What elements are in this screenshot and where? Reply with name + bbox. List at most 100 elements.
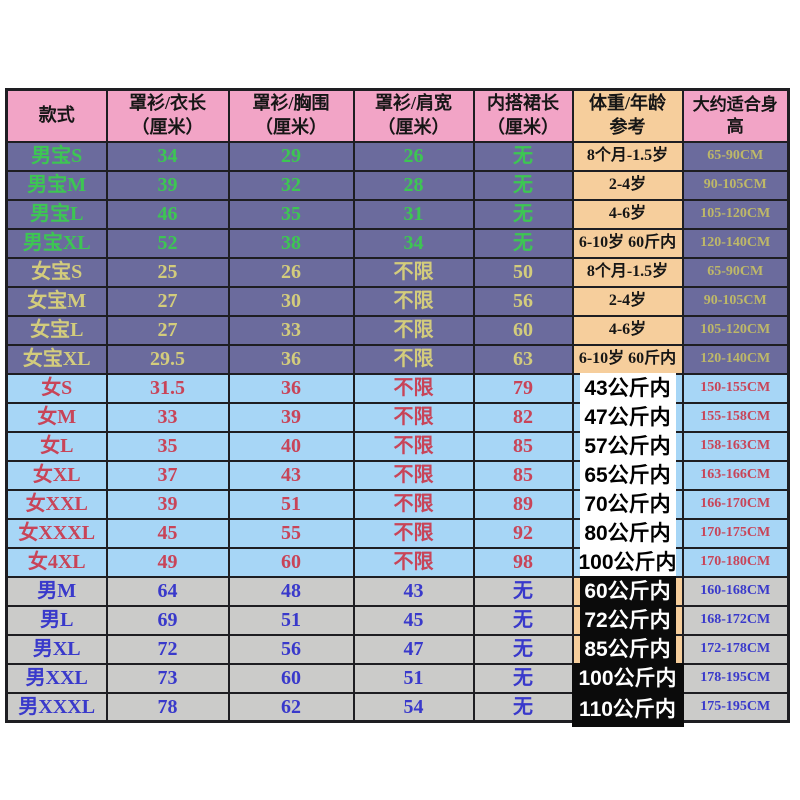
cell-coat-length: 39	[105, 169, 230, 201]
cell-height: 65-90CM	[681, 140, 790, 172]
cell-height: 178-195CM	[681, 662, 790, 694]
cell-style: 女4XL	[5, 546, 108, 578]
cell-skirt-length: 无	[472, 198, 574, 230]
table-row: 女宝L 27 33 不限 60 4-6岁 105-120CM	[5, 314, 790, 346]
cell-height: 163-166CM	[681, 459, 790, 491]
cell-shoulder: 不限	[352, 430, 475, 462]
size-chart-table: 款式 罩衫/衣长 （厘米） 罩衫/胸围 （厘米） 罩衫/肩宽 （厘米） 内搭裙长 （厘米…	[5, 88, 790, 727]
cell-chest: 32	[227, 169, 355, 201]
cell-coat-length: 27	[105, 314, 230, 346]
cell-coat-length: 52	[105, 227, 230, 259]
cell-skirt-length: 无	[472, 169, 574, 201]
table-row: 男宝S 34 29 26 无 8个月-1.5岁 65-90CM	[5, 140, 790, 172]
column-header-weight-age: 体重/年龄 参考	[571, 88, 684, 143]
cell-chest: 40	[227, 430, 355, 462]
weight-sticker: 43公斤内	[579, 372, 676, 404]
cell-shoulder: 34	[352, 227, 475, 259]
cell-chest: 55	[227, 517, 355, 549]
table-row: 男M 64 48 43 无 60公斤内 160-168CM	[5, 575, 790, 607]
cell-style: 男宝L	[5, 198, 108, 230]
cell-shoulder: 不限	[352, 256, 475, 288]
cell-chest: 51	[227, 488, 355, 520]
cell-coat-length: 27	[105, 285, 230, 317]
cell-skirt-length: 85	[472, 430, 574, 462]
cell-skirt-length: 无	[472, 604, 574, 636]
cell-chest: 39	[227, 401, 355, 433]
table-row: 女XXXL 45 55 不限 92 80公斤内 170-175CM	[5, 517, 790, 549]
cell-chest: 56	[227, 633, 355, 665]
cell-skirt-length: 无	[472, 691, 574, 723]
cell-skirt-length: 50	[472, 256, 574, 288]
table-header: 款式 罩衫/衣长 （厘米） 罩衫/胸围 （厘米） 罩衫/肩宽 （厘米） 内搭裙长 （厘米…	[5, 88, 790, 143]
column-header-style: 款式	[5, 88, 108, 143]
cell-height: 90-105CM	[681, 285, 790, 317]
table-row: 女M 33 39 不限 82 47公斤内 155-158CM	[5, 401, 790, 433]
cell-style: 女宝M	[5, 285, 108, 317]
cell-style: 男宝M	[5, 169, 108, 201]
cell-coat-length: 69	[105, 604, 230, 636]
cell-shoulder: 45	[352, 604, 475, 636]
cell-height: 90-105CM	[681, 169, 790, 201]
cell-style: 女宝L	[5, 314, 108, 346]
cell-shoulder: 不限	[352, 314, 475, 346]
cell-weight-age: 100公斤内	[571, 662, 684, 694]
cell-coat-length: 29.5	[105, 343, 230, 375]
cell-style: 男M	[5, 575, 108, 607]
cell-shoulder: 31	[352, 198, 475, 230]
cell-coat-length: 78	[105, 691, 230, 723]
cell-shoulder: 不限	[352, 488, 475, 520]
cell-height: 150-155CM	[681, 372, 790, 404]
cell-skirt-length: 无	[472, 575, 574, 607]
cell-skirt-length: 63	[472, 343, 574, 375]
cell-height: 175-195CM	[681, 691, 790, 723]
cell-style: 女S	[5, 372, 108, 404]
cell-skirt-length: 82	[472, 401, 574, 433]
cell-chest: 62	[227, 691, 355, 723]
cell-weight-age: 60公斤内	[571, 575, 684, 607]
cell-style: 男XL	[5, 633, 108, 665]
cell-height: 160-168CM	[681, 575, 790, 607]
cell-style: 男XXL	[5, 662, 108, 694]
table-row: 女S 31.5 36 不限 79 43公斤内 150-155CM	[5, 372, 790, 404]
column-header-skirt-length: 内搭裙长 （厘米）	[472, 88, 574, 143]
cell-weight-age: 4-6岁	[571, 198, 684, 230]
cell-coat-length: 64	[105, 575, 230, 607]
cell-shoulder: 不限	[352, 401, 475, 433]
cell-height: 172-178CM	[681, 633, 790, 665]
cell-shoulder: 不限	[352, 459, 475, 491]
cell-weight-age: 6-10岁 60斤内	[571, 343, 684, 375]
weight-sticker: 100公斤内	[578, 546, 677, 578]
cell-chest: 48	[227, 575, 355, 607]
cell-weight-age: 6-10岁 60斤内	[571, 227, 684, 259]
table-row: 女XL 37 43 不限 85 65公斤内 163-166CM	[5, 459, 790, 491]
column-header-coat-length: 罩衫/衣长 （厘米）	[105, 88, 230, 143]
cell-height: 155-158CM	[681, 401, 790, 433]
cell-style: 男宝S	[5, 140, 108, 172]
cell-shoulder: 54	[352, 691, 475, 723]
cell-weight-age: 85公斤内	[571, 633, 684, 665]
table-row: 男宝XL 52 38 34 无 6-10岁 60斤内 120-140CM	[5, 227, 790, 259]
cell-weight-age: 4-6岁	[571, 314, 684, 346]
cell-coat-length: 35	[105, 430, 230, 462]
cell-coat-length: 25	[105, 256, 230, 288]
table-body: 男宝S 34 29 26 无 8个月-1.5岁 65-90CM 男宝M 39 32 28 无 2-4岁 9…	[5, 140, 790, 727]
cell-height: 105-120CM	[681, 198, 790, 230]
weight-sticker: 57公斤内	[579, 430, 676, 462]
header-row: 款式 罩衫/衣长 （厘米） 罩衫/胸围 （厘米） 罩衫/肩宽 （厘米） 内搭裙长 （厘米…	[5, 88, 790, 143]
cell-shoulder: 不限	[352, 517, 475, 549]
cell-shoulder: 不限	[352, 372, 475, 404]
cell-chest: 35	[227, 198, 355, 230]
cell-height: 120-140CM	[681, 227, 790, 259]
cell-skirt-length: 无	[472, 227, 574, 259]
cell-chest: 51	[227, 604, 355, 636]
cell-style: 男XXXL	[5, 691, 108, 723]
cell-skirt-length: 89	[472, 488, 574, 520]
cell-shoulder: 26	[352, 140, 475, 172]
cell-chest: 36	[227, 343, 355, 375]
cell-chest: 30	[227, 285, 355, 317]
cell-shoulder: 43	[352, 575, 475, 607]
weight-sticker: 85公斤内	[579, 633, 676, 665]
cell-height: 168-172CM	[681, 604, 790, 636]
cell-height: 158-163CM	[681, 430, 790, 462]
